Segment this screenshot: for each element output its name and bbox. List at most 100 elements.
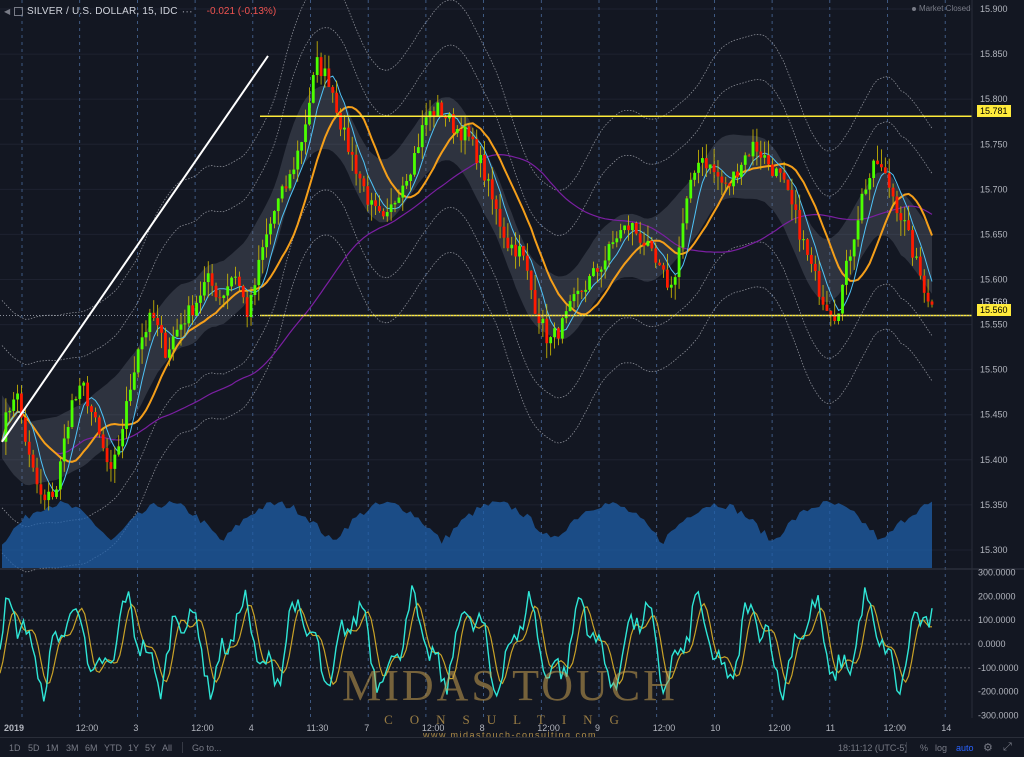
candle-body — [817, 271, 821, 297]
percent-scale-toggle[interactable]: % — [920, 743, 929, 753]
candle-body — [440, 102, 444, 116]
gear-icon[interactable]: ⚙ — [983, 742, 993, 754]
candle-body — [494, 199, 498, 209]
candle-body — [300, 142, 304, 151]
candle-body — [269, 223, 272, 235]
candle-body — [611, 242, 615, 245]
candle-body — [23, 417, 27, 442]
candle-body — [210, 273, 214, 286]
candle-body — [603, 260, 607, 270]
candle-body — [883, 167, 887, 174]
collapse-chevron-icon[interactable]: ◀ — [4, 6, 11, 16]
osc-tick-label: 100.0000 — [978, 615, 1016, 625]
candle-body — [8, 410, 12, 413]
chart-legend: ◀ SILVER / U.S. DOLLAR, 15, IDC ⋯ -0.021… — [4, 4, 276, 18]
fast-ma-line — [1, 75, 933, 494]
timeframe-1m-button[interactable]: 1M — [46, 743, 59, 753]
candle-body — [669, 284, 673, 288]
candle-body — [463, 126, 467, 141]
candle-body — [716, 172, 720, 177]
timeframe-ytd-button[interactable]: YTD — [104, 743, 122, 753]
more-options-icon[interactable]: ⋯ — [181, 5, 193, 18]
candle-body — [424, 117, 428, 126]
candle-body — [156, 317, 160, 326]
candle-body — [767, 155, 770, 165]
candle-body — [191, 305, 195, 316]
candle-body — [183, 323, 187, 325]
mid-ma-line — [1, 105, 933, 463]
candle-body — [51, 491, 54, 497]
candle-body — [113, 454, 117, 469]
candle-body — [887, 173, 891, 188]
candle-body — [214, 285, 218, 298]
candle-body — [592, 268, 595, 277]
candle-body — [930, 301, 934, 305]
candle-body — [739, 164, 743, 177]
time-tick-label: 7 — [364, 723, 369, 733]
candle-body — [728, 183, 732, 187]
candle-body — [66, 426, 70, 439]
goto-date-button[interactable]: Go to... — [192, 743, 222, 753]
time-tick-label: 12:00 — [76, 723, 99, 733]
toolbar-divider-right — [906, 742, 907, 753]
candle-body — [794, 204, 798, 210]
candle-body — [381, 211, 385, 217]
candle-body — [261, 247, 265, 260]
candle-body — [479, 154, 483, 164]
candle-body — [549, 337, 553, 344]
osc-tick-label: -300.0000 — [978, 711, 1019, 721]
candle-body — [903, 220, 907, 222]
time-tick-label: 11 — [826, 723, 835, 733]
time-tick-label: 2019 — [4, 723, 24, 733]
timeframe-5d-button[interactable]: 5D — [28, 743, 40, 753]
symbol-title[interactable]: SILVER / U.S. DOLLAR, 15, IDC — [27, 5, 178, 17]
candle-body — [467, 126, 471, 137]
candle-body — [378, 206, 381, 212]
timeframe-1y-button[interactable]: 1Y — [128, 743, 140, 753]
candle-body — [638, 233, 642, 243]
candle-body — [405, 181, 409, 186]
candle-body — [167, 349, 171, 358]
candles — [4, 41, 934, 511]
candle-body — [43, 494, 47, 501]
log-scale-toggle[interactable]: log — [935, 743, 948, 753]
candle-body — [121, 429, 125, 447]
candle-body — [234, 276, 237, 278]
price-tick-label: 15.400 — [980, 455, 1008, 465]
timeframe-3m-button[interactable]: 3M — [66, 743, 79, 753]
candle-body — [284, 186, 288, 189]
timeframe-all-button[interactable]: All — [162, 743, 173, 753]
candle-body — [662, 265, 665, 270]
candle-body — [926, 292, 930, 302]
candle-body — [362, 178, 366, 187]
candle-body — [689, 179, 693, 199]
candle-body — [880, 164, 883, 168]
candle-body — [331, 86, 335, 93]
candle-body — [272, 211, 276, 224]
timeframe-5y-button[interactable]: 5Y — [145, 743, 157, 753]
price-tick-label: 15.350 — [980, 500, 1008, 510]
candle-body — [786, 179, 790, 190]
candle-body — [226, 286, 230, 296]
support-level-label: 15.560 — [977, 304, 1011, 316]
candle-body — [829, 310, 833, 316]
candle-body — [420, 125, 424, 148]
candle-body — [401, 185, 405, 198]
candle-body — [136, 349, 140, 373]
candle-body — [650, 240, 654, 249]
candle-body — [315, 57, 319, 75]
candle-body — [90, 406, 93, 412]
auto-scale-toggle[interactable]: auto — [956, 743, 974, 753]
candle-body — [557, 328, 560, 339]
expand-icon[interactable]: ⤢ — [1003, 741, 1012, 753]
candle-body — [436, 102, 440, 117]
candle-body — [918, 256, 922, 276]
candle-body — [868, 178, 872, 190]
candle-body — [790, 189, 794, 205]
osc-tick-label: -100.0000 — [978, 663, 1019, 673]
timeframe-6m-button[interactable]: 6M — [85, 743, 98, 753]
candle-body — [533, 290, 537, 314]
timeframe-1d-button[interactable]: 1D — [9, 743, 21, 753]
candle-body — [677, 247, 681, 278]
